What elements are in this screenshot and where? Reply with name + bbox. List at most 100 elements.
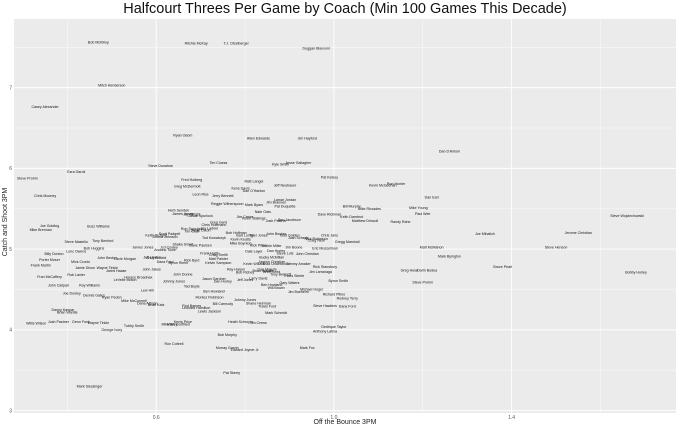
point-label: Jim Hayford bbox=[298, 137, 317, 141]
point-label: Willis Wilson bbox=[26, 322, 46, 326]
point-label: Dan D'Antoni bbox=[439, 150, 460, 154]
point-label: Jeff Neubauer bbox=[274, 184, 297, 188]
point-label: Edward Joyner Jr. bbox=[231, 348, 260, 352]
point-label: Steve Lutz bbox=[277, 251, 294, 255]
point-label: Lewis Jackson bbox=[198, 309, 221, 313]
point-label: Reggie Witherspoon bbox=[211, 202, 244, 206]
point-label: Roy Williams bbox=[79, 284, 100, 288]
y-tick-label: 5 bbox=[9, 247, 12, 253]
point-label: Lamar Jordan bbox=[274, 198, 296, 202]
point-label: Shane Heirman bbox=[246, 301, 271, 305]
point-label: Dan Hurley bbox=[214, 280, 232, 284]
point-label: Steve Prohm bbox=[412, 280, 433, 284]
point-label: Dennis Gates bbox=[83, 293, 105, 297]
point-label: Tim Craft bbox=[184, 230, 199, 234]
point-label: James Jones bbox=[132, 246, 153, 250]
point-label: Brad Underwood bbox=[263, 262, 290, 266]
point-label: Frank Haith bbox=[200, 251, 219, 255]
point-label: Brett Reed bbox=[263, 270, 280, 274]
point-label: Steve Donahue bbox=[148, 164, 173, 168]
point-label: Rod Barnes bbox=[182, 304, 201, 308]
point-label: Mark Gottfried bbox=[167, 322, 190, 326]
point-label: Fran McCaffery bbox=[37, 275, 62, 279]
point-label: Pat Duquette bbox=[275, 205, 296, 209]
point-label: Steve Prohm bbox=[17, 176, 38, 180]
point-label: Josh Pastner bbox=[266, 219, 288, 223]
point-label: Ron Cottrell bbox=[164, 342, 183, 346]
point-label: George Ivory bbox=[101, 328, 122, 332]
point-label: Tod Kowalczyk bbox=[202, 236, 226, 240]
point-label: Dan O'Hanlon bbox=[243, 189, 265, 193]
point-label: Jay Ladner bbox=[201, 226, 220, 230]
point-label: Bob McKillop bbox=[88, 41, 109, 45]
point-label: Mark Slessinger bbox=[77, 385, 104, 389]
point-label: John Becker bbox=[97, 256, 118, 260]
y-tick-label: 6 bbox=[9, 166, 12, 172]
point-label: Greg Heiar bbox=[401, 268, 419, 272]
plot-background bbox=[14, 19, 676, 413]
point-label: Bucky McMillan bbox=[259, 255, 284, 259]
point-label: Todd Golden bbox=[279, 234, 299, 238]
y-axis-title: Catch and Shoot 3PM bbox=[2, 188, 9, 257]
point-label: Craig Neal bbox=[308, 238, 325, 242]
point-label: Dana Altman bbox=[137, 301, 158, 305]
point-label: Chris Mooney bbox=[34, 194, 56, 198]
point-label: Keith Dambrot bbox=[340, 215, 363, 219]
point-label: Kevin Keatts bbox=[230, 238, 250, 242]
x-tick-label: 1.4 bbox=[508, 415, 515, 421]
point-label: Darin Bodea bbox=[417, 268, 437, 272]
point-label: Jamie Dixon bbox=[191, 229, 211, 233]
point-label: Jim Crews bbox=[250, 321, 267, 325]
point-label: Eric Musselman bbox=[312, 246, 338, 250]
x-axis-title: Off the Bounce 3PM bbox=[314, 419, 377, 426]
point-label: Travis Steele bbox=[283, 274, 304, 278]
x-tick-label: 0.6 bbox=[153, 415, 160, 421]
point-label: Travis Ford bbox=[258, 305, 276, 309]
point-label: Ezra Garoil bbox=[67, 170, 85, 174]
point-label: Rodney Terry bbox=[337, 297, 359, 301]
point-label: Dana Ford bbox=[157, 260, 174, 264]
point-label: Steve Masiello bbox=[65, 240, 88, 244]
point-label: Heath Schroyer bbox=[228, 320, 254, 324]
point-label: Rick Pitino bbox=[250, 243, 267, 247]
point-label: Jay Wright bbox=[183, 213, 200, 217]
point-label: John Christian bbox=[296, 252, 319, 256]
point-label: Billy Donlon bbox=[44, 252, 63, 256]
point-label: Gary Waters bbox=[279, 281, 299, 285]
point-label: Bruce Pearl bbox=[493, 265, 512, 269]
point-label: Greg McDermott bbox=[174, 184, 201, 188]
point-label: Nick Robinson bbox=[305, 237, 328, 241]
point-label: Jared Haase bbox=[106, 269, 126, 273]
point-label: Richard Pitino bbox=[323, 293, 345, 297]
point-label: Kevin McGeehan bbox=[369, 184, 397, 188]
point-label: Nate Oats bbox=[255, 210, 271, 214]
point-label: Herb Sendek bbox=[168, 209, 189, 213]
point-label: Frank Martin bbox=[31, 263, 51, 267]
point-label: Tubby Smith bbox=[124, 324, 144, 328]
point-label: Kens Davis bbox=[231, 187, 249, 191]
point-label: Dave Richman bbox=[318, 213, 342, 217]
point-label: Matt Painter bbox=[209, 257, 229, 261]
y-tick-label: 3 bbox=[9, 408, 12, 414]
point-label: Jerry Bennett bbox=[212, 194, 233, 198]
point-label: Rick Stansbury bbox=[313, 265, 337, 269]
point-label: Montez Robinson bbox=[196, 296, 224, 300]
point-label: Buzz Williams bbox=[87, 225, 110, 229]
point-label: Gregg Marshall bbox=[335, 240, 360, 244]
point-label: Wayne Tinkle bbox=[97, 266, 118, 270]
point-label: Johnny Jones bbox=[234, 298, 256, 302]
point-label: Ron Sanchez bbox=[181, 227, 203, 231]
point-label: John Dunne bbox=[173, 272, 192, 276]
point-label: John Jakus bbox=[143, 267, 161, 271]
point-label: Paul Weir bbox=[415, 212, 431, 216]
point-label: Ryan Odom bbox=[173, 133, 192, 137]
point-label: Duggan Blaxxonl bbox=[303, 46, 330, 50]
point-label: Tommy Amaker bbox=[286, 262, 312, 266]
point-label: Rick Byrd bbox=[184, 259, 199, 263]
point-label: Joe Dooley bbox=[63, 292, 81, 296]
point-label: Mark Schmidt bbox=[265, 311, 287, 315]
point-label: Lew Hill bbox=[141, 288, 154, 292]
point-label: Fred Hoiberg bbox=[181, 178, 202, 182]
point-label: Ron Hunter bbox=[387, 182, 406, 186]
